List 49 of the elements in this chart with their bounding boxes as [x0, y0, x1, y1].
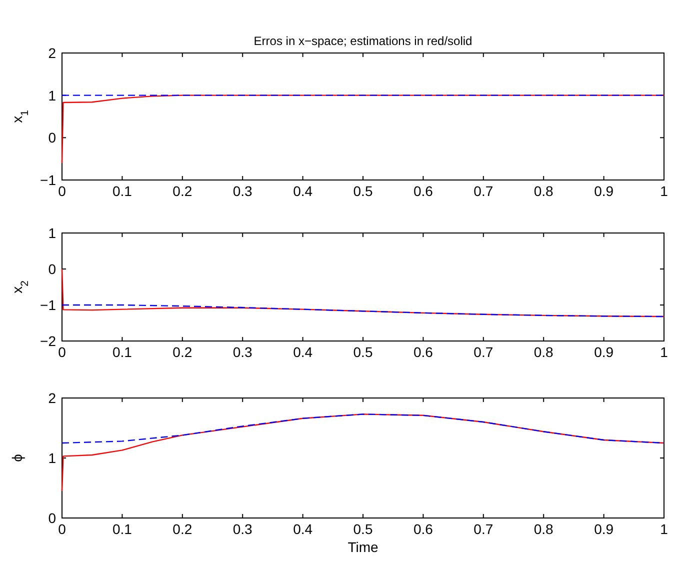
x-tick-label: 0.9 — [594, 183, 614, 199]
x-tick-label: 0.3 — [232, 521, 253, 537]
x-tick-label: 0 — [58, 183, 66, 199]
x-tick-label: 1 — [660, 521, 668, 537]
y-tick-label: 1 — [48, 87, 56, 104]
y-tick-label: 1 — [48, 450, 56, 466]
x-tick-label: 0.3 — [232, 344, 253, 360]
x-tick-label: 0.7 — [474, 344, 494, 360]
x-tick-label: 0.4 — [293, 344, 313, 360]
x-tick-label: 0.4 — [293, 183, 313, 199]
x-tick-label: 1 — [660, 183, 668, 199]
y-tick-label: 0 — [48, 510, 56, 526]
x-tick-label: 0.6 — [413, 521, 434, 537]
x-tick-label: 0.8 — [534, 521, 554, 537]
y-tick-label: 0 — [48, 261, 56, 277]
x-tick-label: 0.8 — [534, 344, 554, 360]
y-tick-label: −1 — [40, 297, 56, 313]
y-tick-label: 1 — [48, 225, 56, 241]
y-tick-label: 2 — [48, 390, 56, 406]
x-tick-label: 0.7 — [474, 521, 494, 537]
x-tick-label: 0 — [58, 344, 66, 360]
y-tick-label: −1 — [40, 172, 56, 188]
x-tick-label: 0.5 — [353, 521, 373, 537]
line-series — [61, 414, 665, 444]
y-tick-label: −2 — [40, 333, 56, 349]
y-axis-title: ϕ — [9, 454, 25, 462]
y-tick-label: 2 — [48, 45, 56, 61]
x-tick-label: 0.1 — [112, 521, 132, 537]
x-tick-label: 0.8 — [534, 183, 554, 199]
x-tick-label: 0.9 — [594, 344, 614, 360]
x-tick-label: 0.6 — [413, 344, 434, 360]
x-tick-label: 0 — [58, 521, 66, 537]
chart-title: Erros in x−space; estimations in red/solid — [254, 34, 472, 48]
x-tick-label: 0.1 — [112, 344, 132, 360]
x-tick-label: 0.3 — [232, 183, 253, 199]
x-tick-label: 0.2 — [172, 183, 192, 199]
x-axis-title: Time — [348, 539, 379, 555]
x-tick-label: 0.2 — [172, 344, 192, 360]
x-tick-label: 0.2 — [172, 521, 192, 537]
x-tick-label: 0.4 — [293, 521, 313, 537]
x-tick-label: 0.7 — [474, 183, 494, 199]
y-tick-label: 0 — [48, 130, 56, 146]
x-tick-label: 0.6 — [413, 183, 434, 199]
x-tick-label: 0.9 — [594, 521, 614, 537]
x-tick-label: 0.5 — [353, 183, 373, 199]
x-tick-label: 0.5 — [353, 344, 373, 360]
line-series — [61, 304, 665, 318]
x-tick-label: 0.1 — [112, 183, 132, 199]
x-tick-label: 1 — [660, 344, 668, 360]
